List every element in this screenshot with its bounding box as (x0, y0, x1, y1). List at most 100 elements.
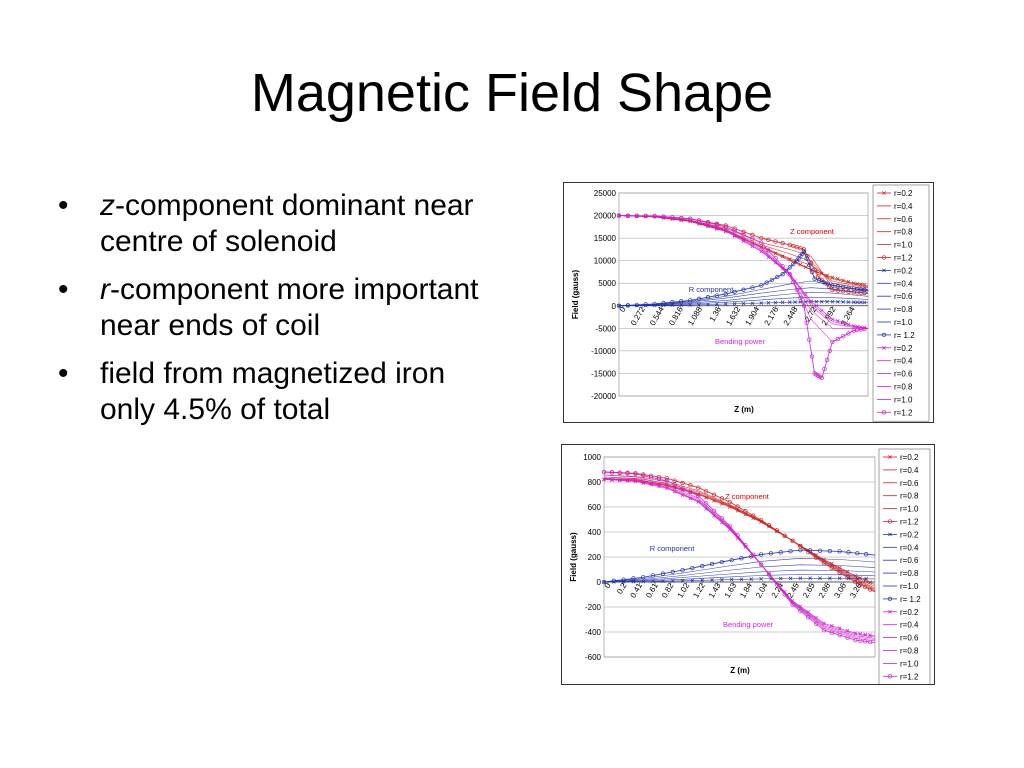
series-line (603, 569, 876, 583)
data-point (631, 576, 636, 581)
legend-label: r=0.8 (894, 228, 913, 237)
y-tick-label: 0 (597, 578, 602, 587)
data-point (798, 608, 803, 614)
bullet-text: -component more important near ends of c… (100, 273, 479, 342)
data-point (787, 300, 792, 305)
data-point (749, 577, 754, 581)
data-point (840, 284, 846, 290)
field-chart-full: 25000 20000 15000 10000 5000 0 -5000 -10000 -150… (563, 182, 934, 423)
data-point (714, 293, 719, 298)
data-point (741, 229, 746, 234)
data-point (864, 576, 869, 581)
data-point (803, 292, 808, 297)
legend-label: r=1.2 (900, 518, 919, 527)
data-point (766, 572, 772, 577)
legend-label: r=0.2 (894, 189, 913, 198)
legend-label: r=0.8 (900, 492, 919, 501)
data-point (862, 287, 867, 292)
legend-label: r=1.0 (900, 505, 919, 514)
data-point (835, 319, 840, 323)
y-tick-label: 1000 (583, 453, 601, 462)
y-tick-label: 25000 (594, 189, 617, 198)
legend-label: r=0.2 (894, 344, 913, 353)
data-point (679, 215, 684, 221)
data-point (741, 232, 746, 237)
data-point (616, 303, 622, 308)
data-point (750, 285, 755, 290)
legend-label: r=0.6 (900, 634, 919, 643)
bullet-emphasis: r (100, 273, 110, 306)
series-r (603, 557, 876, 583)
bullet-dot-icon: • (58, 189, 69, 222)
data-point (759, 301, 764, 305)
data-point (853, 579, 858, 585)
series-r (616, 249, 869, 308)
series-line (603, 471, 876, 644)
data-point (641, 473, 646, 478)
chart-annotation: Bending power (723, 620, 774, 629)
bullet-item: • z-component dominant near centre of sol… (58, 188, 498, 260)
data-point (862, 326, 867, 332)
data-point (829, 630, 834, 635)
data-point (690, 578, 695, 583)
bullet-text: field from magnetized iron only 4.5% of … (100, 357, 446, 426)
legend-marker (887, 674, 893, 679)
data-point (787, 265, 792, 270)
data-point (791, 279, 796, 285)
plot-area (618, 192, 869, 397)
series-r (618, 287, 869, 307)
data-point (863, 584, 868, 590)
legend-label: r=0.6 (894, 292, 913, 301)
data-point (808, 548, 813, 553)
data-point (827, 348, 832, 354)
data-point (625, 303, 631, 308)
y-tick-label: -10000 (591, 347, 616, 356)
data-point (670, 569, 675, 575)
y-axis-title: Field (gauss) (571, 269, 580, 319)
legend-label: r=1.2 (894, 408, 913, 417)
legend-marker (882, 345, 886, 350)
data-point (845, 635, 850, 640)
legend-label: r= 1.2 (900, 595, 921, 604)
data-point (813, 621, 819, 626)
data-point (758, 552, 764, 557)
data-point (837, 570, 842, 575)
legend-label: r=0.8 (900, 569, 919, 578)
data-point (621, 577, 626, 582)
data-point (601, 469, 607, 475)
series-r (617, 299, 869, 308)
data-point (801, 303, 807, 308)
y-axis-title: Field (gauss) (569, 532, 578, 582)
data-point (798, 295, 803, 301)
bullet-list: • z-component dominant near centre of sol… (58, 188, 498, 440)
data-point (766, 300, 771, 305)
data-point (750, 301, 755, 306)
legend-label: r=0.2 (900, 530, 919, 539)
data-point (634, 302, 639, 308)
data-point (759, 577, 763, 581)
data-point (664, 476, 669, 481)
chart-annotation: Z component (790, 227, 835, 236)
data-point (809, 354, 815, 359)
data-point (846, 300, 851, 304)
data-point (840, 334, 846, 339)
data-point (688, 489, 693, 495)
chart-svg: 25000 20000 15000 10000 5000 0 -5000 -10000 -150… (571, 184, 930, 422)
data-point (808, 576, 813, 581)
data-point (617, 213, 621, 218)
data-point (818, 576, 822, 581)
data-point (835, 284, 840, 289)
data-point (696, 296, 702, 301)
legend-label: r=0.4 (900, 466, 919, 475)
data-point (790, 538, 795, 543)
series-r (603, 569, 876, 583)
data-point (680, 567, 685, 573)
data-point (827, 576, 832, 581)
data-point (758, 562, 764, 567)
data-point (652, 301, 657, 307)
data-point (696, 493, 701, 498)
data-point (809, 269, 815, 275)
data-point (690, 565, 695, 571)
legend-label: r=0.4 (894, 279, 913, 288)
data-point (822, 621, 826, 626)
